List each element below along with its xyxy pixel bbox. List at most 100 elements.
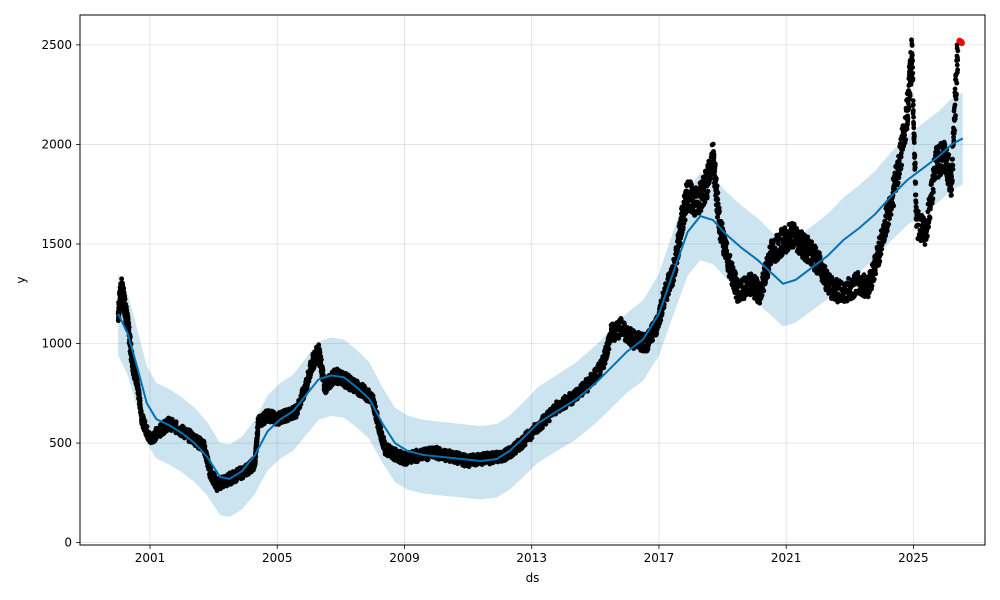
observed-point <box>926 224 931 230</box>
observed-point <box>712 161 718 167</box>
observed-point <box>912 153 918 158</box>
observed-point <box>887 216 892 222</box>
observed-point <box>911 114 916 120</box>
x-tick-label: 2017 <box>644 551 675 565</box>
observed-point <box>714 183 720 189</box>
observed-point <box>813 245 819 251</box>
observed-point <box>909 43 915 48</box>
observed-point <box>931 189 936 195</box>
observed-point <box>671 278 677 283</box>
y-tick-label: 1500 <box>41 237 72 251</box>
observed-point <box>658 317 664 323</box>
observed-point <box>822 264 828 269</box>
observed-point <box>912 133 917 139</box>
observed-point <box>606 346 612 352</box>
x-tick-label: 2013 <box>516 551 547 565</box>
observed-point <box>295 411 300 416</box>
observed-point <box>911 140 917 145</box>
observed-point <box>253 458 258 464</box>
observed-point <box>724 248 730 254</box>
observed-point <box>491 459 497 465</box>
observed-point <box>727 252 733 258</box>
observed-point <box>202 444 208 449</box>
observed-point <box>924 233 930 239</box>
observed-point <box>903 137 909 143</box>
observed-point <box>543 421 549 427</box>
observed-point <box>891 203 897 209</box>
observed-point <box>952 128 958 133</box>
observed-point <box>897 171 903 177</box>
observed-point <box>306 378 312 384</box>
observed-point <box>137 392 142 398</box>
observed-point <box>907 93 913 99</box>
observed-point <box>711 152 717 157</box>
observed-point <box>895 180 901 186</box>
observed-point <box>173 419 179 425</box>
observed-point <box>142 419 148 424</box>
observed-point <box>905 115 911 121</box>
uncertainty-band <box>118 92 963 517</box>
observed-point <box>954 91 959 97</box>
observed-point <box>126 320 132 326</box>
observed-point <box>320 368 326 374</box>
observed-point <box>952 86 958 92</box>
grid <box>80 15 985 545</box>
observed-point <box>922 242 928 247</box>
observed-point <box>952 102 958 108</box>
y-tick-label: 2000 <box>41 137 72 151</box>
observed-point <box>879 246 885 252</box>
observed-point <box>915 209 921 214</box>
y-tick-label: 500 <box>49 436 72 450</box>
observed-point <box>759 292 765 298</box>
y-tick-label: 0 <box>64 536 72 550</box>
observed-point <box>950 166 956 172</box>
observed-point <box>950 178 955 183</box>
observed-point <box>949 187 955 193</box>
observed-point <box>126 324 132 330</box>
observed-point <box>119 276 125 282</box>
observed-point <box>650 338 656 343</box>
observed-point <box>729 260 735 266</box>
y-tick-label: 2500 <box>41 38 72 52</box>
observed-point <box>946 152 952 158</box>
observed-point <box>144 424 150 429</box>
observed-point <box>930 196 936 202</box>
observed-point <box>910 70 916 76</box>
observed-point <box>910 65 916 70</box>
x-tick-label: 2025 <box>898 551 929 565</box>
observed-point <box>910 98 916 104</box>
x-tick-label: 2021 <box>771 551 802 565</box>
x-tick-label: 2009 <box>389 551 420 565</box>
observed-point <box>910 76 916 81</box>
x-tick-label: 2001 <box>135 551 166 565</box>
observed-point <box>953 113 958 118</box>
observed-point <box>899 162 905 168</box>
observed-point <box>913 179 919 185</box>
observed-point <box>316 342 322 348</box>
observed-point <box>955 67 961 73</box>
observed-point <box>873 271 879 277</box>
observed-point <box>724 240 730 246</box>
observed-point <box>912 165 918 170</box>
observed-point <box>871 276 877 282</box>
observed-point <box>715 190 721 196</box>
observed-point <box>950 156 956 162</box>
observed-point <box>733 271 738 277</box>
observed-point <box>761 288 767 294</box>
observed-point <box>670 282 675 288</box>
observed-point <box>529 435 535 441</box>
observed-point <box>910 58 915 63</box>
recent-point <box>958 39 965 47</box>
observed-point <box>955 57 961 63</box>
observed-point <box>765 272 771 278</box>
observed-point <box>704 193 710 199</box>
observed-point <box>910 108 916 113</box>
observed-point <box>911 125 917 131</box>
observed-point <box>317 350 323 355</box>
observed-point <box>913 200 919 205</box>
observed-point <box>318 357 324 363</box>
observed-point <box>927 215 933 221</box>
observed-point <box>378 425 384 431</box>
observed-point <box>705 188 711 194</box>
